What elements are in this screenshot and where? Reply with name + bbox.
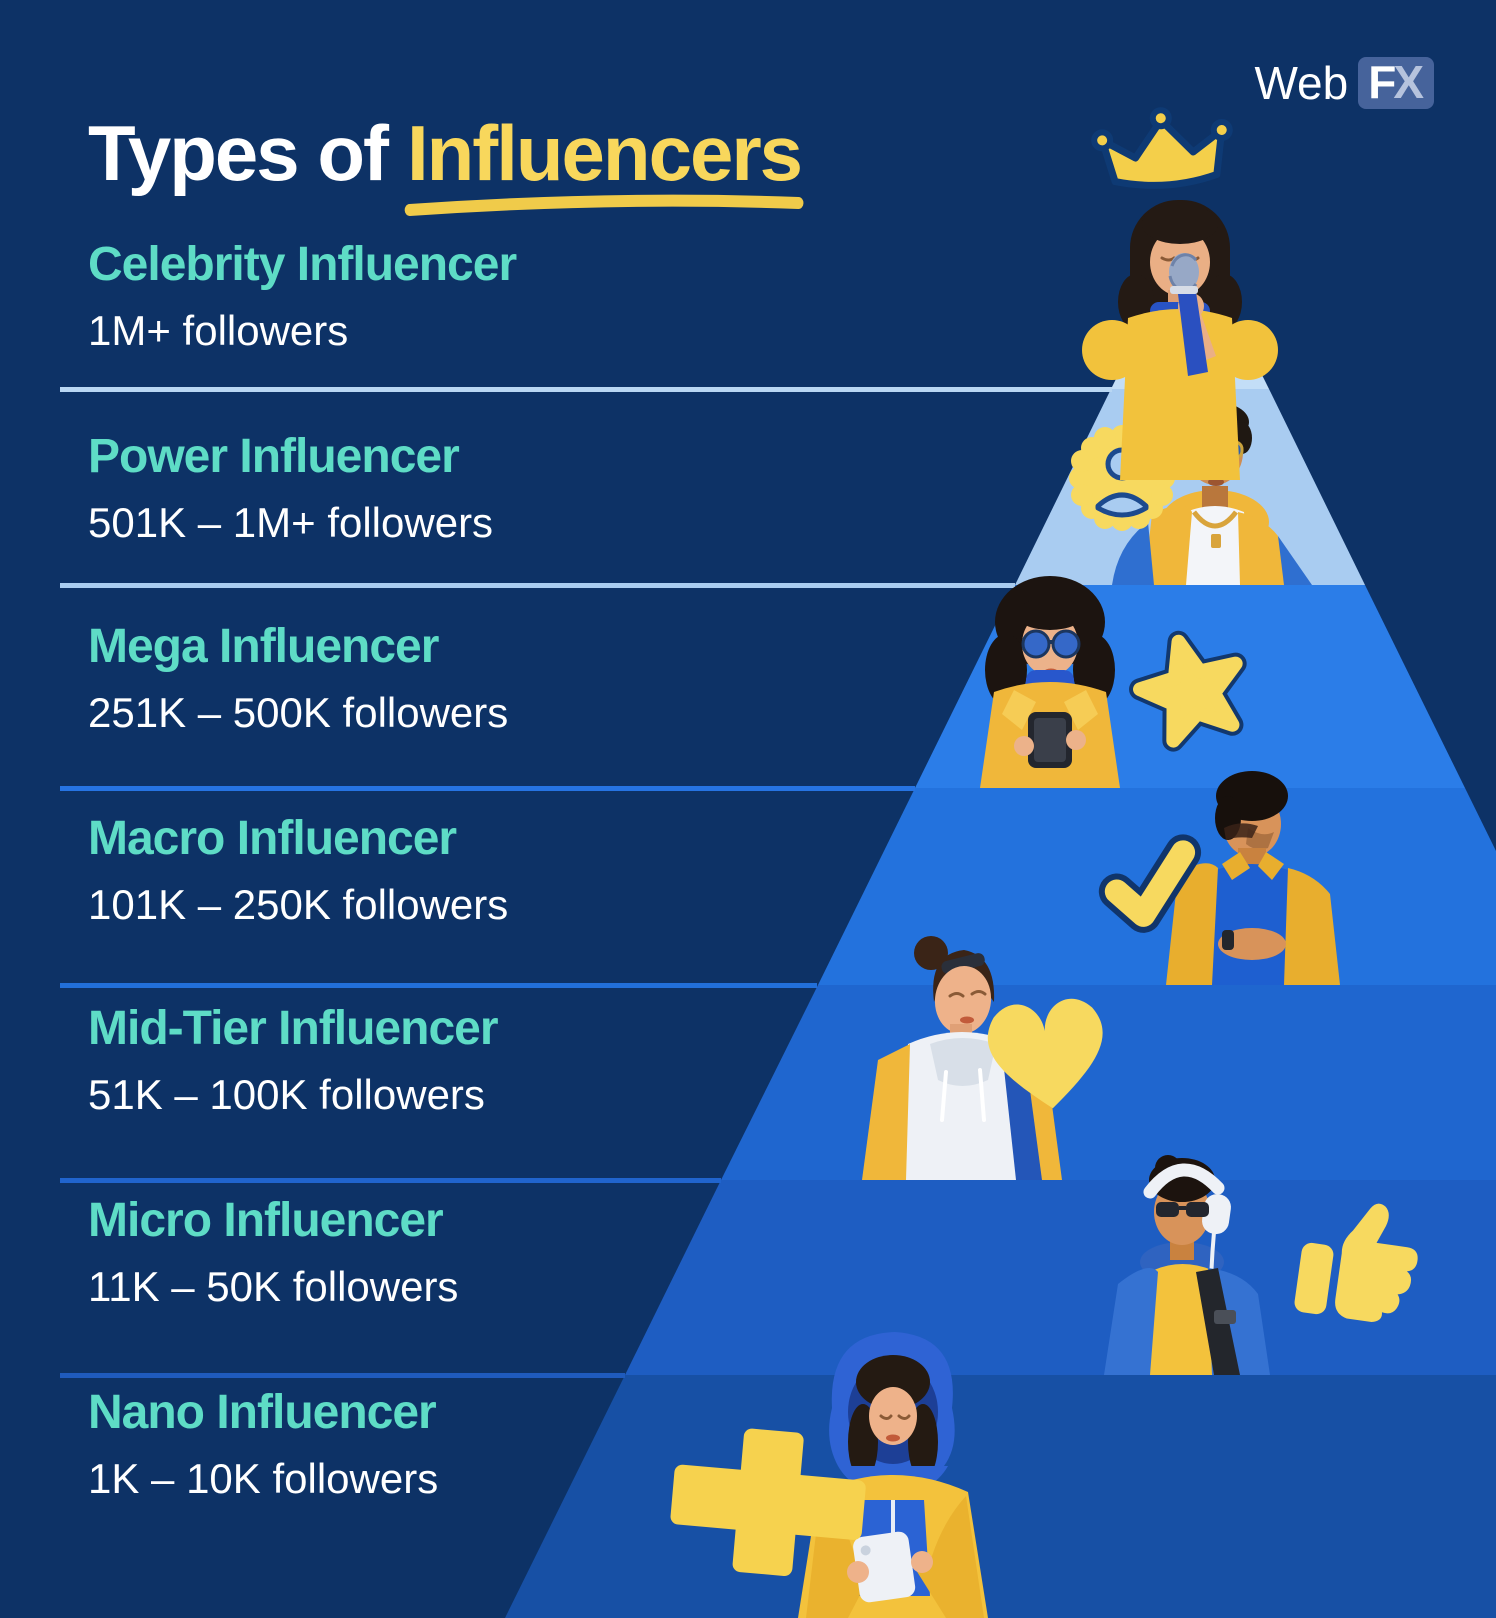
tier-range: 51K – 100K followers	[88, 1070, 485, 1118]
pyramid-band-nano	[505, 1375, 1496, 1618]
plus-icon	[670, 1428, 866, 1576]
tier-range: 251K – 500K followers	[88, 688, 509, 736]
tier-name: Celebrity Influencer	[88, 238, 517, 291]
mid-tier-influencer-illustration	[862, 936, 1103, 1180]
mega-influencer-illustration	[980, 576, 1247, 788]
tier-name: Macro Influencer	[88, 812, 457, 865]
divider-micro	[60, 1373, 625, 1378]
micro-influencer-illustration	[1104, 1155, 1418, 1375]
star-icon	[1129, 630, 1247, 752]
tier-micro: Micro Influencer 11K – 50K followers	[88, 1194, 458, 1310]
webfx-logo: Web F X	[1254, 56, 1434, 110]
tier-range: 1M+ followers	[88, 306, 349, 354]
webfx-logo-x: X	[1393, 55, 1424, 108]
tier-name: Mega Influencer	[88, 620, 439, 673]
heart-icon	[987, 998, 1103, 1109]
tier-range: 501K – 1M+ followers	[88, 498, 494, 546]
celebrity-influencer-illustration	[1082, 107, 1278, 480]
pyramid-band-mid-tier	[721, 985, 1496, 1180]
tier-power: Power Influencer 501K – 1M+ followers	[88, 430, 493, 546]
tier-name: Power Influencer	[88, 430, 460, 483]
tier-range: 1K – 10K followers	[88, 1454, 439, 1502]
title-highlight: Influencers	[404, 114, 804, 217]
webfx-logo-f: F	[1368, 55, 1397, 108]
divider-macro	[60, 983, 817, 988]
macro-influencer-illustration	[1098, 771, 1340, 985]
tier-name: Micro Influencer	[88, 1194, 444, 1247]
tier-range: 101K – 250K followers	[88, 880, 509, 928]
tier-name: Nano Influencer	[88, 1386, 437, 1439]
nano-influencer-illustration	[670, 1332, 988, 1618]
tier-mega: Mega Influencer 251K – 500K followers	[88, 620, 508, 736]
tier-macro: Macro Influencer 101K – 250K followers	[88, 812, 508, 928]
divider-celebrity	[60, 387, 1112, 392]
divider-power	[60, 583, 1015, 588]
crown-icon	[1091, 107, 1233, 189]
divider-mega	[60, 786, 915, 791]
webfx-logo-fx-box: F X	[1358, 55, 1434, 110]
page-title: Types of Influencers	[88, 114, 804, 217]
tier-nano: Nano Influencer 1K – 10K followers	[88, 1386, 438, 1502]
check-icon	[1098, 834, 1202, 933]
tier-range: 11K – 50K followers	[88, 1262, 459, 1310]
tier-celebrity: Celebrity Influencer 1M+ followers	[88, 238, 517, 354]
divider-mid-tier	[60, 1178, 721, 1183]
thumbs-up-icon	[1294, 1203, 1418, 1322]
webfx-logo-web: Web	[1254, 57, 1349, 109]
tier-name: Mid-Tier Influencer	[88, 1002, 499, 1055]
title-underline-swoosh	[404, 194, 804, 217]
pyramid-band-micro	[625, 1180, 1496, 1375]
title-prefix: Types of	[88, 109, 389, 198]
tier-mid-tier: Mid-Tier Influencer 51K – 100K followers	[88, 1002, 499, 1118]
